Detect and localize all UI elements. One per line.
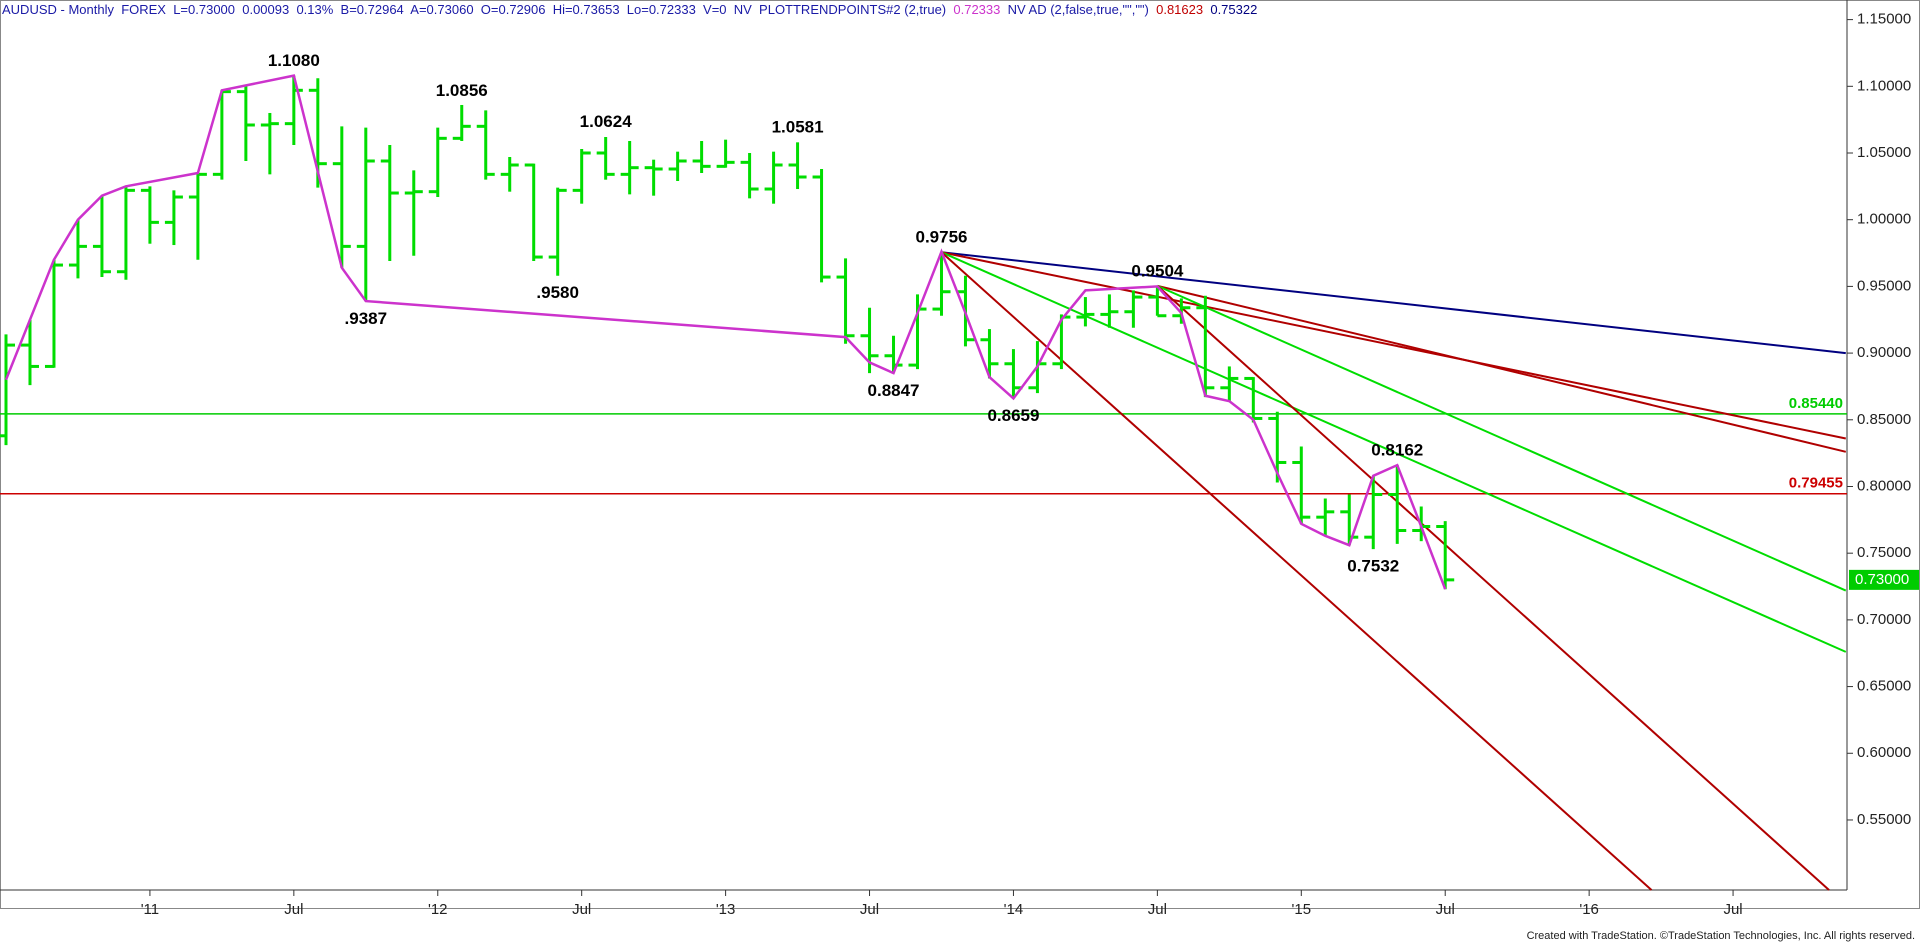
pivot-label: 0.8659	[987, 406, 1039, 425]
y-tick-label: 0.70000	[1857, 611, 1911, 628]
trend-line	[941, 251, 1847, 653]
y-tick-label: 1.10000	[1857, 77, 1911, 94]
x-tick-label: '16	[1579, 901, 1599, 918]
header-part: NV AD (2,false,true,"","")	[1000, 2, 1156, 17]
header-part: 0.72333	[953, 2, 1000, 17]
header-part: 0.75322	[1210, 2, 1257, 17]
pivot-label: .9387	[345, 309, 388, 328]
pivot-label: 0.9504	[1131, 261, 1184, 280]
y-tick-label: 0.65000	[1857, 678, 1911, 695]
header-part	[1203, 2, 1210, 17]
pivot-label: 0.8162	[1371, 440, 1423, 459]
pivot-label: .9580	[536, 283, 579, 302]
frame	[0, 0, 1920, 909]
y-tick-label: 0.90000	[1857, 344, 1911, 361]
x-tick-label: Jul	[860, 901, 879, 918]
pivot-label: 1.1080	[268, 51, 320, 70]
x-tick-label: '11	[141, 901, 159, 918]
x-tick-label: '13	[716, 901, 736, 918]
header: AUDUSD - Monthly FOREX L=0.73000 0.00093…	[2, 2, 1257, 17]
header-part: 0.81623	[1156, 2, 1203, 17]
trend-line	[941, 251, 1846, 355]
x-tick-label: Jul	[1148, 901, 1167, 918]
trend-line	[940, 251, 1653, 891]
header-part: AUDUSD - Monthly FOREX L=0.73000 0.00093…	[2, 2, 953, 17]
y-tick-label: 1.15000	[1857, 11, 1911, 28]
y-tick-label: 0.60000	[1857, 744, 1911, 761]
pivot-label: 0.9756	[915, 228, 967, 247]
trend-line	[1156, 285, 1830, 891]
y-tick-label: 1.05000	[1857, 144, 1911, 161]
last-price-label: 0.73000	[1855, 571, 1909, 588]
x-tick-label: '15	[1292, 901, 1312, 918]
x-tick-label: Jul	[1436, 901, 1455, 918]
y-tick-label: 0.85000	[1857, 411, 1911, 428]
x-tick-label: Jul	[572, 901, 591, 918]
x-tick-label: Jul	[284, 901, 303, 918]
x-tick-label: '12	[428, 901, 448, 918]
pivot-label: 1.0624	[580, 112, 633, 131]
level-label: 0.79455	[1789, 475, 1843, 492]
level-label: 0.85440	[1789, 395, 1843, 412]
x-tick-label: '14	[1004, 901, 1024, 918]
trend-line	[1157, 284, 1847, 453]
pivot-label: 0.8847	[868, 381, 920, 400]
pivot-label: 1.0856	[436, 81, 488, 100]
x-tick-label: Jul	[1723, 901, 1742, 918]
y-tick-label: 0.55000	[1857, 811, 1911, 828]
y-tick-label: 0.75000	[1857, 544, 1911, 561]
y-tick-label: 0.80000	[1857, 477, 1911, 494]
trend-points-line	[4, 74, 1447, 590]
y-tick-label: 1.00000	[1857, 211, 1911, 228]
last-price-box	[1849, 569, 1919, 590]
footer: Created with TradeStation. ©TradeStation…	[1527, 930, 1915, 942]
trend-line	[1156, 284, 1847, 592]
trend-line	[941, 251, 1847, 440]
pivot-label: 0.7532	[1347, 556, 1399, 575]
pivot-label: 1.0581	[772, 118, 824, 137]
y-tick-label: 0.95000	[1857, 277, 1911, 294]
